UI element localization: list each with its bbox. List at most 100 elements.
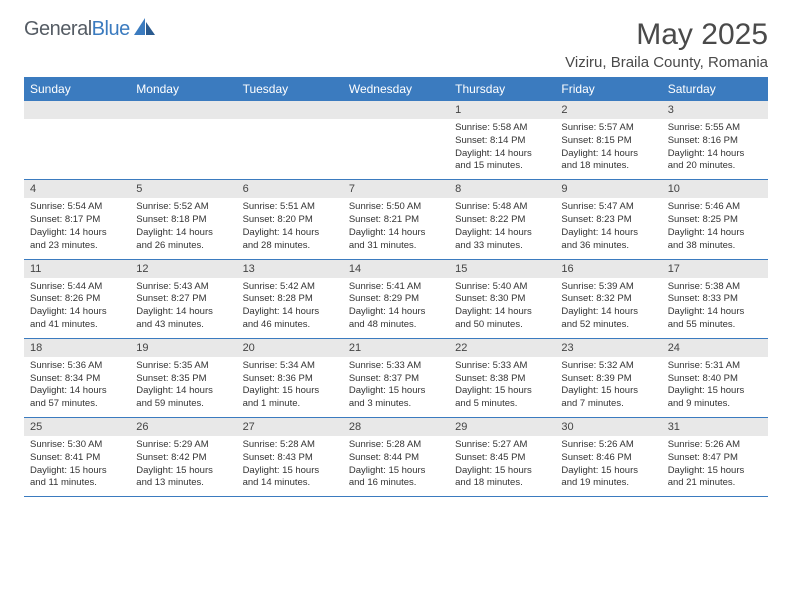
day-info bbox=[130, 119, 236, 169]
day-number: 26 bbox=[130, 418, 236, 436]
week-row: 25Sunrise: 5:30 AMSunset: 8:41 PMDayligh… bbox=[24, 418, 768, 497]
day-info: Sunrise: 5:58 AMSunset: 8:14 PMDaylight:… bbox=[449, 119, 555, 179]
day-number: 1 bbox=[449, 101, 555, 119]
day-cell: 19Sunrise: 5:35 AMSunset: 8:35 PMDayligh… bbox=[130, 338, 236, 417]
day-cell: 21Sunrise: 5:33 AMSunset: 8:37 PMDayligh… bbox=[343, 338, 449, 417]
day-cell bbox=[343, 101, 449, 180]
day-cell: 22Sunrise: 5:33 AMSunset: 8:38 PMDayligh… bbox=[449, 338, 555, 417]
day-cell bbox=[237, 101, 343, 180]
day-cell: 10Sunrise: 5:46 AMSunset: 8:25 PMDayligh… bbox=[662, 180, 768, 259]
day-cell: 11Sunrise: 5:44 AMSunset: 8:26 PMDayligh… bbox=[24, 259, 130, 338]
day-info: Sunrise: 5:46 AMSunset: 8:25 PMDaylight:… bbox=[662, 198, 768, 258]
day-info: Sunrise: 5:47 AMSunset: 8:23 PMDaylight:… bbox=[555, 198, 661, 258]
day-info: Sunrise: 5:54 AMSunset: 8:17 PMDaylight:… bbox=[24, 198, 130, 258]
day-number: 5 bbox=[130, 180, 236, 198]
day-number bbox=[24, 101, 130, 119]
day-cell: 20Sunrise: 5:34 AMSunset: 8:36 PMDayligh… bbox=[237, 338, 343, 417]
day-cell: 30Sunrise: 5:26 AMSunset: 8:46 PMDayligh… bbox=[555, 418, 661, 497]
day-cell: 16Sunrise: 5:39 AMSunset: 8:32 PMDayligh… bbox=[555, 259, 661, 338]
day-info: Sunrise: 5:29 AMSunset: 8:42 PMDaylight:… bbox=[130, 436, 236, 496]
day-cell: 9Sunrise: 5:47 AMSunset: 8:23 PMDaylight… bbox=[555, 180, 661, 259]
dow-wednesday: Wednesday bbox=[343, 77, 449, 101]
day-info bbox=[24, 119, 130, 169]
day-number: 24 bbox=[662, 339, 768, 357]
day-number: 6 bbox=[237, 180, 343, 198]
day-info: Sunrise: 5:26 AMSunset: 8:46 PMDaylight:… bbox=[555, 436, 661, 496]
calendar-table: Sunday Monday Tuesday Wednesday Thursday… bbox=[24, 77, 768, 497]
day-info: Sunrise: 5:51 AMSunset: 8:20 PMDaylight:… bbox=[237, 198, 343, 258]
day-info: Sunrise: 5:33 AMSunset: 8:38 PMDaylight:… bbox=[449, 357, 555, 417]
day-info: Sunrise: 5:33 AMSunset: 8:37 PMDaylight:… bbox=[343, 357, 449, 417]
day-number: 10 bbox=[662, 180, 768, 198]
logo-part2: Blue bbox=[92, 18, 130, 40]
day-number: 8 bbox=[449, 180, 555, 198]
calendar-body: 1Sunrise: 5:58 AMSunset: 8:14 PMDaylight… bbox=[24, 101, 768, 497]
day-info: Sunrise: 5:43 AMSunset: 8:27 PMDaylight:… bbox=[130, 278, 236, 338]
day-number: 14 bbox=[343, 260, 449, 278]
day-info: Sunrise: 5:35 AMSunset: 8:35 PMDaylight:… bbox=[130, 357, 236, 417]
day-number: 23 bbox=[555, 339, 661, 357]
day-info: Sunrise: 5:32 AMSunset: 8:39 PMDaylight:… bbox=[555, 357, 661, 417]
day-cell: 3Sunrise: 5:55 AMSunset: 8:16 PMDaylight… bbox=[662, 101, 768, 180]
day-info: Sunrise: 5:55 AMSunset: 8:16 PMDaylight:… bbox=[662, 119, 768, 179]
header: GeneralBlue May 2025 Viziru, Braila Coun… bbox=[24, 18, 768, 71]
day-info: Sunrise: 5:57 AMSunset: 8:15 PMDaylight:… bbox=[555, 119, 661, 179]
day-cell: 24Sunrise: 5:31 AMSunset: 8:40 PMDayligh… bbox=[662, 338, 768, 417]
day-number: 19 bbox=[130, 339, 236, 357]
day-cell: 2Sunrise: 5:57 AMSunset: 8:15 PMDaylight… bbox=[555, 101, 661, 180]
day-number: 28 bbox=[343, 418, 449, 436]
day-cell: 4Sunrise: 5:54 AMSunset: 8:17 PMDaylight… bbox=[24, 180, 130, 259]
day-cell: 27Sunrise: 5:28 AMSunset: 8:43 PMDayligh… bbox=[237, 418, 343, 497]
day-info: Sunrise: 5:28 AMSunset: 8:43 PMDaylight:… bbox=[237, 436, 343, 496]
day-number: 17 bbox=[662, 260, 768, 278]
day-number: 7 bbox=[343, 180, 449, 198]
day-cell: 6Sunrise: 5:51 AMSunset: 8:20 PMDaylight… bbox=[237, 180, 343, 259]
week-row: 18Sunrise: 5:36 AMSunset: 8:34 PMDayligh… bbox=[24, 338, 768, 417]
logo: GeneralBlue bbox=[24, 18, 156, 41]
day-cell bbox=[24, 101, 130, 180]
day-number bbox=[237, 101, 343, 119]
day-info bbox=[237, 119, 343, 169]
day-number: 31 bbox=[662, 418, 768, 436]
day-number: 20 bbox=[237, 339, 343, 357]
day-info: Sunrise: 5:34 AMSunset: 8:36 PMDaylight:… bbox=[237, 357, 343, 417]
week-row: 1Sunrise: 5:58 AMSunset: 8:14 PMDaylight… bbox=[24, 101, 768, 180]
week-row: 11Sunrise: 5:44 AMSunset: 8:26 PMDayligh… bbox=[24, 259, 768, 338]
day-cell: 5Sunrise: 5:52 AMSunset: 8:18 PMDaylight… bbox=[130, 180, 236, 259]
week-row: 4Sunrise: 5:54 AMSunset: 8:17 PMDaylight… bbox=[24, 180, 768, 259]
day-cell: 26Sunrise: 5:29 AMSunset: 8:42 PMDayligh… bbox=[130, 418, 236, 497]
dow-sunday: Sunday bbox=[24, 77, 130, 101]
day-cell: 8Sunrise: 5:48 AMSunset: 8:22 PMDaylight… bbox=[449, 180, 555, 259]
dow-monday: Monday bbox=[130, 77, 236, 101]
day-info: Sunrise: 5:27 AMSunset: 8:45 PMDaylight:… bbox=[449, 436, 555, 496]
day-cell: 29Sunrise: 5:27 AMSunset: 8:45 PMDayligh… bbox=[449, 418, 555, 497]
day-cell: 13Sunrise: 5:42 AMSunset: 8:28 PMDayligh… bbox=[237, 259, 343, 338]
day-cell: 23Sunrise: 5:32 AMSunset: 8:39 PMDayligh… bbox=[555, 338, 661, 417]
day-cell: 31Sunrise: 5:26 AMSunset: 8:47 PMDayligh… bbox=[662, 418, 768, 497]
logo-text: GeneralBlue bbox=[24, 18, 130, 41]
day-cell: 18Sunrise: 5:36 AMSunset: 8:34 PMDayligh… bbox=[24, 338, 130, 417]
day-info: Sunrise: 5:30 AMSunset: 8:41 PMDaylight:… bbox=[24, 436, 130, 496]
day-info: Sunrise: 5:50 AMSunset: 8:21 PMDaylight:… bbox=[343, 198, 449, 258]
day-number: 22 bbox=[449, 339, 555, 357]
day-info: Sunrise: 5:52 AMSunset: 8:18 PMDaylight:… bbox=[130, 198, 236, 258]
logo-sail-icon bbox=[134, 18, 156, 41]
day-number: 16 bbox=[555, 260, 661, 278]
day-cell: 14Sunrise: 5:41 AMSunset: 8:29 PMDayligh… bbox=[343, 259, 449, 338]
day-cell: 1Sunrise: 5:58 AMSunset: 8:14 PMDaylight… bbox=[449, 101, 555, 180]
day-number: 21 bbox=[343, 339, 449, 357]
day-info: Sunrise: 5:38 AMSunset: 8:33 PMDaylight:… bbox=[662, 278, 768, 338]
day-info: Sunrise: 5:36 AMSunset: 8:34 PMDaylight:… bbox=[24, 357, 130, 417]
day-number: 9 bbox=[555, 180, 661, 198]
location: Viziru, Braila County, Romania bbox=[565, 54, 768, 71]
day-cell: 7Sunrise: 5:50 AMSunset: 8:21 PMDaylight… bbox=[343, 180, 449, 259]
day-number: 27 bbox=[237, 418, 343, 436]
logo-part1: General bbox=[24, 18, 92, 40]
day-number: 15 bbox=[449, 260, 555, 278]
day-info: Sunrise: 5:39 AMSunset: 8:32 PMDaylight:… bbox=[555, 278, 661, 338]
day-number: 3 bbox=[662, 101, 768, 119]
day-cell: 25Sunrise: 5:30 AMSunset: 8:41 PMDayligh… bbox=[24, 418, 130, 497]
day-number: 25 bbox=[24, 418, 130, 436]
day-info bbox=[343, 119, 449, 169]
day-info: Sunrise: 5:44 AMSunset: 8:26 PMDaylight:… bbox=[24, 278, 130, 338]
